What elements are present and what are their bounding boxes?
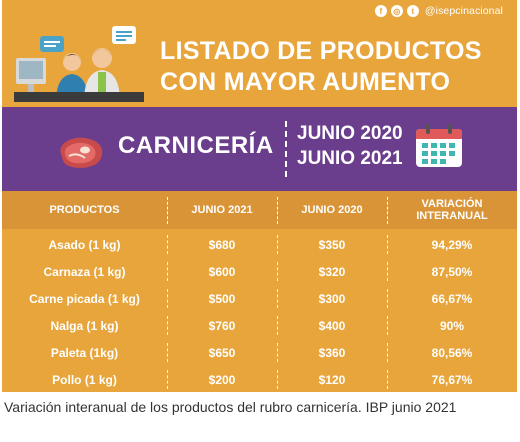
cell-price-2021: $500 — [208, 291, 236, 306]
cell-price-2020: $320 — [318, 264, 346, 279]
period-label-1: JUNIO 2020 — [297, 123, 403, 144]
table-row: Paleta (1kg) $650 $360 80,56% — [2, 339, 517, 366]
row-divider — [387, 316, 388, 335]
header-divider — [167, 197, 168, 224]
cell-price-2020: $120 — [318, 372, 346, 387]
row-divider — [167, 262, 168, 281]
cell-product: Asado (1 kg) — [48, 237, 121, 252]
band-divider — [285, 121, 287, 177]
cell-product: Carnaza (1 kg) — [43, 264, 126, 279]
twitter-icon: t — [406, 5, 419, 17]
table-header: PRODUCTOS JUNIO 2021 JUNIO 2020 VARIACIÓ… — [2, 191, 517, 229]
cell-price-2020: $350 — [318, 237, 346, 252]
customers-illustration — [14, 26, 144, 102]
header-junio-2021: JUNIO 2021 — [191, 204, 253, 216]
steak-icon — [60, 137, 103, 168]
cell-variation: 87,50% — [431, 264, 473, 279]
image-caption: Variación interanual de los productos de… — [4, 399, 457, 415]
title-line-1: LISTADO DE PRODUCTOS — [160, 37, 482, 65]
cell-variation: 90% — [439, 318, 465, 333]
social-bar: f ◎ t @isepcinacional — [374, 5, 503, 17]
title-line-2: CON MAYOR AUMENTO — [160, 68, 451, 96]
header-variacion: VARIACIÓN INTERANUAL — [416, 198, 488, 222]
price-table: PRODUCTOS JUNIO 2021 JUNIO 2020 VARIACIÓ… — [2, 191, 517, 392]
cell-price-2021: $760 — [208, 318, 236, 333]
facebook-icon: f — [374, 5, 387, 17]
cell-variation: 66,67% — [431, 291, 473, 306]
table-row: Pollo (1 kg) $200 $120 76,67% — [2, 366, 517, 392]
cell-variation: 80,56% — [431, 345, 473, 360]
cell-price-2021: $600 — [208, 264, 236, 279]
row-divider — [277, 370, 278, 389]
header-junio-2020: JUNIO 2020 — [301, 204, 363, 216]
cell-price-2020: $300 — [318, 291, 346, 306]
row-divider — [167, 343, 168, 362]
row-divider — [167, 316, 168, 335]
cell-price-2021: $650 — [208, 345, 236, 360]
row-divider — [167, 289, 168, 308]
cell-product: Nalga (1 kg) — [50, 318, 119, 333]
cell-price-2021: $200 — [208, 372, 236, 387]
row-divider — [277, 343, 278, 362]
row-divider — [277, 262, 278, 281]
row-divider — [387, 235, 388, 254]
row-divider — [277, 289, 278, 308]
period-label-2: JUNIO 2021 — [297, 148, 403, 169]
period-labels: JUNIO 2020 JUNIO 2021 — [297, 121, 403, 171]
cell-product: Paleta (1kg) — [50, 345, 119, 360]
infographic-card: f ◎ t @isepcinacional LISTADO DE PRODUCT… — [2, 0, 517, 392]
table-row: Nalga (1 kg) $760 $400 90% — [2, 312, 517, 339]
cell-product: Pollo (1 kg) — [52, 372, 117, 387]
cell-variation: 94,29% — [431, 237, 473, 252]
cell-price-2020: $360 — [318, 345, 346, 360]
table-row: Asado (1 kg) $680 $350 94,29% — [2, 231, 517, 258]
table-row: Carnaza (1 kg) $600 $320 87,50% — [2, 258, 517, 285]
category-name: CARNICERÍA — [118, 132, 274, 159]
row-divider — [277, 235, 278, 254]
instagram-icon: ◎ — [390, 5, 403, 17]
row-divider — [387, 343, 388, 362]
cell-price-2021: $680 — [208, 237, 236, 252]
row-divider — [167, 370, 168, 389]
cell-variation: 76,67% — [431, 372, 473, 387]
category-band: CARNICERÍA JUNIO 2020 JUNIO 2021 — [2, 107, 517, 191]
row-divider — [387, 289, 388, 308]
row-divider — [387, 370, 388, 389]
header-divider — [387, 197, 388, 224]
table-row: Carne picada (1 kg) $500 $300 66,67% — [2, 285, 517, 312]
calendar-icon — [416, 124, 462, 167]
row-divider — [387, 262, 388, 281]
cell-product: Carne picada (1 kg) — [29, 291, 140, 306]
header-productos: PRODUCTOS — [49, 204, 120, 216]
row-divider — [167, 235, 168, 254]
cell-price-2020: $400 — [318, 318, 346, 333]
page-title: LISTADO DE PRODUCTOS CON MAYOR AUMENTO — [160, 36, 505, 98]
social-handle: @isepcinacional — [424, 5, 503, 17]
header-divider — [277, 197, 278, 224]
row-divider — [277, 316, 278, 335]
